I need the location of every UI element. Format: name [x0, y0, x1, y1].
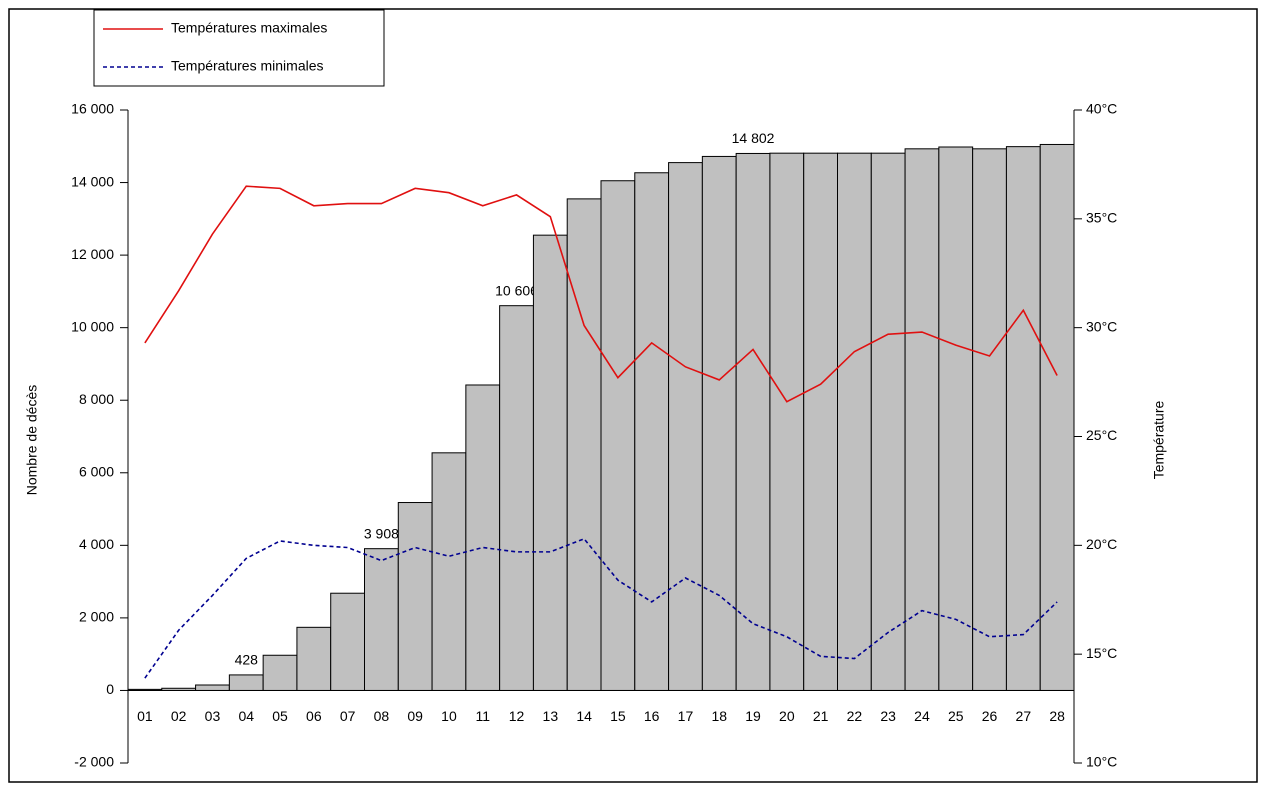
bar: [532, 234, 568, 691]
y-tick-label: 12 000: [71, 246, 114, 262]
bar: [735, 152, 771, 691]
y2-axis-title: Température: [1151, 400, 1167, 479]
x-tick-label: 23: [880, 708, 896, 724]
x-tick-label: 17: [678, 708, 694, 724]
y2-tick-label: 35°C: [1086, 210, 1117, 226]
x-tick-label: 28: [1049, 708, 1065, 724]
y2-tick-label: 25°C: [1086, 427, 1117, 443]
bar: [465, 384, 501, 691]
line-series: [144, 185, 1058, 403]
data-label: 14 802: [732, 130, 775, 146]
y-tick-label: 10 000: [71, 318, 114, 334]
x-tick-label: 19: [745, 708, 761, 724]
x-tick-label: 01: [137, 708, 153, 724]
y-tick-label: 2 000: [79, 609, 114, 625]
bar: [634, 172, 670, 691]
bar: [1005, 146, 1041, 691]
bar: [228, 674, 264, 691]
legend-label: Températures maximales: [171, 20, 327, 36]
x-tick-label: 18: [711, 708, 727, 724]
x-tick-label: 16: [644, 708, 660, 724]
y-axis-title: Nombre de décès: [24, 385, 40, 496]
bar: [1039, 143, 1075, 691]
bar: [600, 180, 636, 691]
y-tick-label: -2 000: [74, 754, 114, 770]
bar: [397, 502, 433, 691]
data-label: 10 606: [495, 282, 538, 298]
data-label: 428: [235, 652, 259, 668]
x-tick-label: 06: [306, 708, 322, 724]
bar: [701, 155, 737, 691]
bar: [262, 654, 298, 691]
x-tick-label: 04: [238, 708, 254, 724]
y2-tick-label: 10°C: [1086, 754, 1117, 770]
legend-label: Températures minimales: [171, 58, 324, 74]
x-tick-label: 05: [272, 708, 288, 724]
bar: [938, 146, 974, 691]
x-tick-label: 21: [813, 708, 829, 724]
x-tick-label: 09: [407, 708, 423, 724]
line-series: [144, 537, 1058, 679]
x-tick-label: 03: [205, 708, 221, 724]
bar: [668, 162, 703, 691]
x-tick-label: 26: [982, 708, 998, 724]
data-label: 3 908: [364, 525, 399, 541]
x-tick-label: 10: [441, 708, 457, 724]
x-tick-label: 20: [779, 708, 795, 724]
bar: [972, 148, 1007, 691]
y-tick-label: 16 000: [71, 101, 114, 117]
frame: [8, 8, 1258, 783]
bar: [904, 148, 940, 691]
legend-box: [93, 9, 385, 87]
y2-tick-label: 20°C: [1086, 536, 1117, 552]
x-tick-label: 14: [576, 708, 592, 724]
bar: [870, 152, 906, 691]
bar: [431, 452, 467, 691]
y-tick-label: 14 000: [71, 173, 114, 189]
x-tick-label: 08: [374, 708, 390, 724]
y2-tick-label: 15°C: [1086, 645, 1117, 661]
x-tick-label: 15: [610, 708, 626, 724]
x-tick-label: 11: [475, 708, 490, 724]
bar: [566, 198, 602, 691]
x-tick-label: 13: [543, 708, 559, 724]
x-tick-label: 24: [914, 708, 930, 724]
bar: [364, 548, 399, 691]
bar: [837, 152, 872, 691]
x-tick-label: 27: [1016, 708, 1032, 724]
bar: [499, 305, 534, 691]
bar: [769, 152, 805, 691]
bar: [803, 152, 839, 691]
y2-tick-label: 40°C: [1086, 101, 1117, 117]
bar: [296, 626, 332, 691]
x-tick-label: 02: [171, 708, 187, 724]
y-tick-label: 4 000: [79, 536, 114, 552]
y2-tick-label: 30°C: [1086, 318, 1117, 334]
x-tick-label: 22: [847, 708, 863, 724]
y-tick-label: 8 000: [79, 391, 114, 407]
x-tick-label: 07: [340, 708, 356, 724]
x-tick-label: 12: [509, 708, 525, 724]
y-tick-label: 0: [106, 681, 114, 697]
y-tick-label: 6 000: [79, 463, 114, 479]
bar: [195, 684, 230, 691]
bar: [330, 592, 366, 691]
x-tick-label: 25: [948, 708, 964, 724]
